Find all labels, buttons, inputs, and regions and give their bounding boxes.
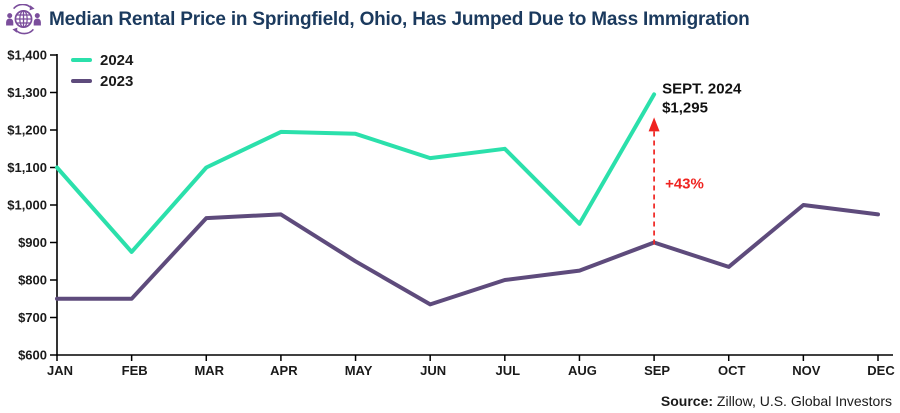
x-tick-label: MAR bbox=[194, 363, 224, 378]
legend-swatch bbox=[71, 58, 92, 62]
y-tick-label: $1,300 bbox=[7, 85, 47, 100]
x-tick-label: JAN bbox=[47, 363, 73, 378]
x-tick-label: JUL bbox=[496, 363, 521, 378]
x-tick-label: MAY bbox=[345, 363, 373, 378]
legend-item-2024: 2024 bbox=[71, 51, 133, 69]
chart-title: Median Rental Price in Springfield, Ohio… bbox=[49, 9, 750, 30]
migration-globe-icon bbox=[6, 4, 41, 35]
annotation-value-label: $1,295 bbox=[662, 99, 708, 116]
y-tick-label: $1,000 bbox=[7, 198, 47, 213]
x-tick-label: NOV bbox=[792, 363, 821, 378]
chart-header: Median Rental Price in Springfield, Ohio… bbox=[5, 4, 750, 36]
y-tick-label: $1,200 bbox=[7, 123, 47, 138]
x-tick-label: FEB bbox=[122, 363, 148, 378]
x-tick-label: DEC bbox=[867, 363, 895, 378]
annotation-percent-label: +43% bbox=[665, 175, 704, 192]
legend-item-2023: 2023 bbox=[71, 72, 133, 90]
y-tick-label: $1,400 bbox=[7, 48, 47, 63]
x-tick-label: SEP bbox=[644, 363, 670, 378]
x-tick-label: APR bbox=[270, 363, 298, 378]
annotation-arrowhead bbox=[648, 117, 660, 132]
source-text: Zillow, U.S. Global Investors bbox=[713, 393, 892, 409]
y-tick-label: $900 bbox=[18, 235, 47, 250]
legend-label: 2023 bbox=[100, 72, 134, 90]
source-label: Source: bbox=[660, 393, 714, 409]
y-tick-label: $700 bbox=[18, 310, 47, 325]
y-tick-label: $1,100 bbox=[7, 160, 47, 175]
y-tick-label: $600 bbox=[18, 348, 47, 363]
series-line-2024 bbox=[55, 92, 657, 254]
source-attribution: Source: Zillow, U.S. Global Investors bbox=[661, 393, 892, 409]
legend-swatch bbox=[71, 79, 92, 83]
y-tick-label: $800 bbox=[18, 273, 47, 288]
x-tick-label: JUN bbox=[420, 363, 446, 378]
legend-label: 2024 bbox=[100, 51, 134, 69]
series-line-2023 bbox=[55, 203, 880, 307]
annotation-month-label: SEPT. 2024 bbox=[662, 80, 742, 97]
x-tick-label: AUG bbox=[568, 363, 597, 378]
x-tick-label: OCT bbox=[718, 363, 746, 378]
legend: 2024 2023 bbox=[71, 51, 133, 90]
